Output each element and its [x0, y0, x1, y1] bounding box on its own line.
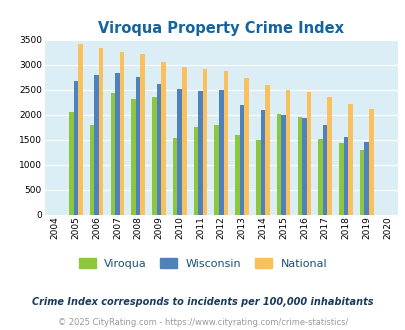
Bar — [244, 78, 248, 214]
Bar — [260, 110, 264, 214]
Bar — [161, 62, 165, 214]
Bar — [78, 44, 83, 214]
Bar — [264, 84, 269, 214]
Text: Crime Index corresponds to incidents per 100,000 inhabitants: Crime Index corresponds to incidents per… — [32, 297, 373, 307]
Bar — [115, 73, 119, 215]
Legend: Viroqua, Wisconsin, National: Viroqua, Wisconsin, National — [74, 254, 331, 273]
Bar — [214, 124, 218, 214]
Bar — [276, 114, 281, 214]
Bar — [368, 109, 373, 214]
Bar — [306, 91, 311, 214]
Bar — [193, 127, 198, 214]
Title: Viroqua Property Crime Index: Viroqua Property Crime Index — [98, 21, 343, 36]
Bar — [318, 139, 322, 214]
Bar — [69, 112, 73, 214]
Bar — [338, 143, 343, 214]
Bar — [218, 90, 223, 214]
Bar — [239, 105, 244, 214]
Bar — [110, 93, 115, 214]
Text: © 2025 CityRating.com - https://www.cityrating.com/crime-statistics/: © 2025 CityRating.com - https://www.city… — [58, 318, 347, 327]
Bar — [177, 89, 181, 214]
Bar — [255, 140, 260, 214]
Bar — [322, 124, 327, 214]
Bar — [281, 115, 285, 214]
Bar — [99, 48, 103, 214]
Bar — [73, 81, 78, 214]
Bar — [152, 97, 156, 214]
Bar — [364, 142, 368, 214]
Bar — [131, 99, 136, 214]
Bar — [140, 54, 145, 214]
Bar — [327, 97, 331, 214]
Bar — [173, 138, 177, 214]
Bar — [198, 91, 202, 214]
Bar — [301, 117, 306, 214]
Bar — [181, 67, 186, 214]
Bar — [223, 71, 228, 214]
Bar — [343, 137, 347, 214]
Bar — [136, 77, 140, 215]
Bar — [94, 75, 99, 214]
Bar — [347, 104, 352, 214]
Bar — [119, 51, 124, 214]
Bar — [90, 124, 94, 214]
Bar — [202, 69, 207, 214]
Bar — [234, 135, 239, 214]
Bar — [297, 116, 301, 214]
Bar — [359, 150, 364, 214]
Bar — [285, 90, 290, 214]
Bar — [156, 83, 161, 214]
